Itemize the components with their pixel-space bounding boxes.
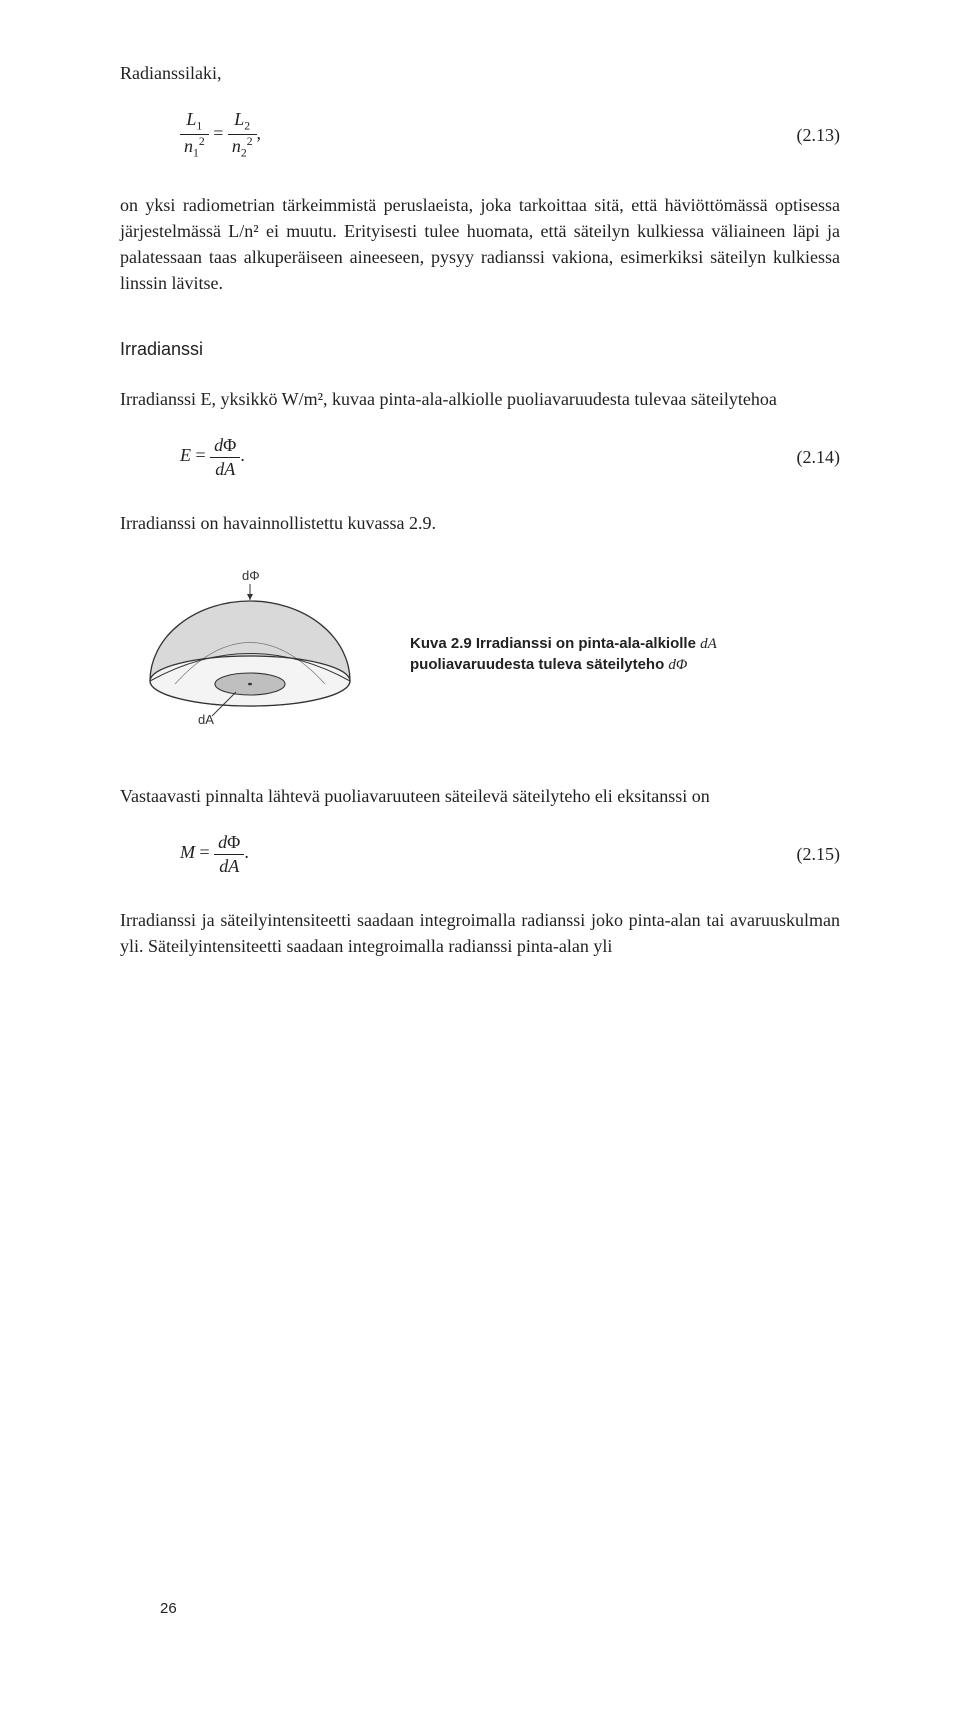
equation-number-2-13: (2.13) [797, 122, 841, 148]
figure-2-9-diagram: dΦ dA [120, 566, 380, 743]
equation-number-2-15: (2.15) [797, 841, 841, 867]
equation-2-13-math: L1 n12 = L2 n22 , [180, 108, 261, 161]
caption-dPhi: dΦ [668, 657, 687, 673]
equation-2-13: L1 n12 = L2 n22 , (2.13) [180, 108, 840, 161]
figure-2-9-caption: Kuva 2.9 Irradianssi on pinta-ala-alkiol… [410, 634, 840, 675]
paragraph-radianssilaki: Radianssilaki, [120, 60, 840, 86]
fig-label-da: dA [198, 712, 214, 727]
fig-label-dphi: dΦ [242, 568, 260, 583]
equation-2-14-math: E = dΦ dA . [180, 434, 245, 480]
heading-irradianssi: Irradianssi [120, 336, 840, 362]
equation-2-15-math: M = dΦ dA . [180, 831, 249, 877]
paragraph-5: Irradianssi ja säteilyintensiteetti saad… [120, 907, 840, 959]
caption-lead: Kuva 2.9 Irradianssi on pinta-ala-alkiol… [410, 635, 700, 652]
caption-dA: dA [700, 636, 717, 652]
equation-number-2-14: (2.14) [797, 444, 841, 470]
equation-2-15: M = dΦ dA . (2.15) [180, 831, 840, 877]
paragraph-2: Irradianssi E, yksikkö W/m², kuvaa pinta… [120, 386, 840, 412]
paragraph-1: on yksi radiometrian tärkeimmistä perusl… [120, 192, 840, 296]
page-number: 26 [160, 1598, 177, 1620]
figure-2-9: dΦ dA Kuva 2.9 Irradianssi on pinta-ala-… [120, 566, 840, 743]
paragraph-4: Vastaavasti pinnalta lähtevä puoliavaruu… [120, 783, 840, 809]
equation-2-14: E = dΦ dA . (2.14) [180, 434, 840, 480]
paragraph-3: Irradianssi on havainnollistettu kuvassa… [120, 510, 840, 536]
caption-mid: puoliavaruudesta tuleva säteilyteho [410, 656, 668, 673]
